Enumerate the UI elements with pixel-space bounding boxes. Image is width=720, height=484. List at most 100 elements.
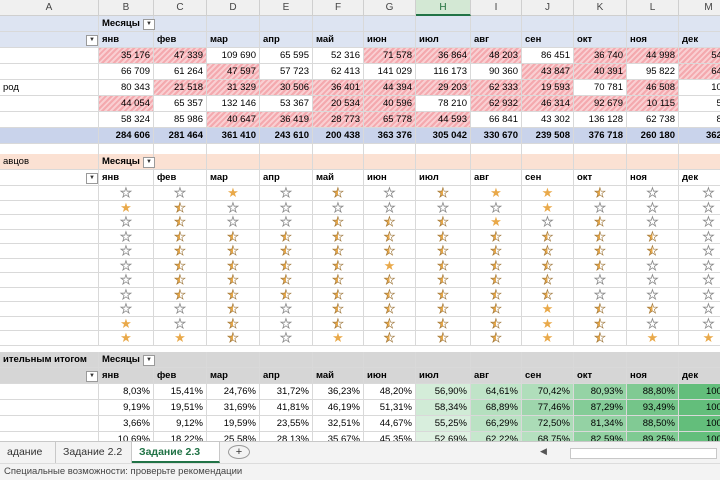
rating-star-icon[interactable]: ★ [627,258,679,273]
percent-cell[interactable]: 35,67% [313,432,364,441]
filter-dropdown-icon[interactable]: ▼ [86,371,98,382]
percent-cell[interactable]: 25,58% [207,432,260,441]
value-cell[interactable]: 83 0 [679,112,720,128]
value-cell[interactable]: 44 054 [99,96,154,112]
rating-star-icon[interactable]: ★ [522,200,574,215]
rating-star-icon[interactable]: ★ [313,186,364,201]
percent-cell[interactable]: 45,35% [364,432,416,441]
percent-cell[interactable]: 3,66% [99,416,154,432]
rating-star-icon[interactable]: ★ [207,316,260,331]
percent-cell[interactable]: 100,00 [679,400,720,416]
value-cell[interactable]: 54 79 [679,48,720,64]
rating-star-icon[interactable]: ★ [154,273,207,288]
value-cell[interactable]: 78 210 [416,96,471,112]
rating-star-icon[interactable]: ★ [574,186,627,201]
rating-star-icon[interactable]: ★ [364,331,416,346]
value-cell[interactable]: 40 647 [207,112,260,128]
rating-star-icon[interactable]: ★ [627,287,679,302]
rating-star-icon[interactable]: ★ [260,186,313,201]
percent-cell[interactable]: 80,93% [574,384,627,400]
value-cell[interactable]: 58 324 [99,112,154,128]
rating-star-icon[interactable]: ★ [364,273,416,288]
rating-star-icon[interactable]: ★ [99,302,154,317]
rating-star-icon[interactable]: ★ [627,229,679,244]
rating-star-icon[interactable]: ★ [574,302,627,317]
rating-star-icon[interactable]: ★ [574,287,627,302]
rating-star-icon[interactable]: ★ [627,186,679,201]
percent-cell[interactable]: 15,41% [154,384,207,400]
column-header-a[interactable]: A [0,0,99,16]
rating-star-icon[interactable]: ★ [416,287,471,302]
percent-cell[interactable]: 58,34% [416,400,471,416]
value-cell[interactable]: 36 419 [260,112,313,128]
scroll-left-icon[interactable]: ◀ [540,446,547,456]
percent-cell[interactable]: 88,80% [627,384,679,400]
rating-star-icon[interactable]: ★ [471,200,522,215]
percent-cell[interactable]: 100,00 [679,416,720,432]
percent-cell[interactable]: 23,55% [260,416,313,432]
rating-star-icon[interactable]: ★ [627,331,679,346]
rating-star-icon[interactable]: ★ [260,258,313,273]
rating-star-icon[interactable]: ★ [679,288,720,302]
column-header-d[interactable]: D [207,0,260,16]
rating-star-icon[interactable]: ★ [679,215,720,230]
rating-star-icon[interactable]: ★ [679,331,720,346]
rating-star-icon[interactable]: ★ [260,273,313,288]
value-cell[interactable]: 109 690 [207,48,260,64]
rating-star-icon[interactable]: ★ [364,316,416,331]
percent-cell[interactable]: 68,75% [522,432,574,441]
rating-star-icon[interactable]: ★ [154,258,207,273]
value-cell[interactable]: 57 723 [260,64,313,80]
rating-star-icon[interactable]: ★ [574,331,627,346]
value-cell[interactable]: 116 173 [416,64,471,80]
value-cell[interactable]: 132 146 [207,96,260,112]
rating-star-icon[interactable]: ★ [154,215,207,230]
rating-star-icon[interactable]: ★ [679,302,720,317]
rating-star-icon[interactable]: ★ [416,331,471,346]
value-cell[interactable]: 53 367 [260,96,313,112]
rating-star-icon[interactable]: ★ [99,244,154,259]
rating-star-icon[interactable]: ★ [207,215,260,230]
rating-star-icon[interactable]: ★ [679,259,720,273]
value-cell[interactable]: 48 203 [471,48,522,64]
rating-star-icon[interactable]: ★ [207,186,260,201]
rating-star-icon[interactable]: ★ [522,287,574,302]
value-cell[interactable]: 66 841 [471,112,522,128]
rating-star-icon[interactable]: ★ [313,273,364,288]
rating-star-icon[interactable]: ★ [471,302,522,317]
value-cell[interactable]: 52 316 [313,48,364,64]
percent-cell[interactable]: 81,34% [574,416,627,432]
rating-star-icon[interactable]: ★ [260,331,313,346]
percent-cell[interactable]: 44,67% [364,416,416,432]
add-sheet-icon[interactable]: + [228,445,250,459]
value-cell[interactable]: 65 595 [260,48,313,64]
column-header-i[interactable]: I [471,0,522,16]
rating-star-icon[interactable]: ★ [99,186,154,201]
rating-star-icon[interactable]: ★ [471,186,522,201]
rating-star-icon[interactable]: ★ [627,215,679,230]
value-cell[interactable]: 62 413 [313,64,364,80]
rating-star-icon[interactable]: ★ [522,258,574,273]
rating-star-icon[interactable]: ★ [416,186,471,201]
rating-star-icon[interactable]: ★ [154,302,207,317]
rating-star-icon[interactable]: ★ [313,200,364,215]
value-cell[interactable]: 10 115 [627,96,679,112]
rating-star-icon[interactable]: ★ [154,186,207,201]
percent-cell[interactable]: 89,25% [627,432,679,441]
value-cell[interactable]: 44 998 [627,48,679,64]
column-header-m[interactable]: M [679,0,720,16]
rating-star-icon[interactable]: ★ [260,302,313,317]
value-cell[interactable]: 44 593 [416,112,471,128]
value-cell[interactable]: 36 864 [416,48,471,64]
value-cell[interactable]: 62 738 [627,112,679,128]
percent-cell[interactable]: 56,90% [416,384,471,400]
rating-star-icon[interactable]: ★ [627,302,679,317]
rating-star-icon[interactable]: ★ [207,287,260,302]
rating-star-icon[interactable]: ★ [364,258,416,273]
rating-star-icon[interactable]: ★ [313,229,364,244]
column-header-b[interactable]: B [99,0,154,16]
rating-star-icon[interactable]: ★ [313,287,364,302]
rating-star-icon[interactable]: ★ [313,331,364,346]
rating-star-icon[interactable]: ★ [99,316,154,331]
percent-cell[interactable]: 8,03% [99,384,154,400]
